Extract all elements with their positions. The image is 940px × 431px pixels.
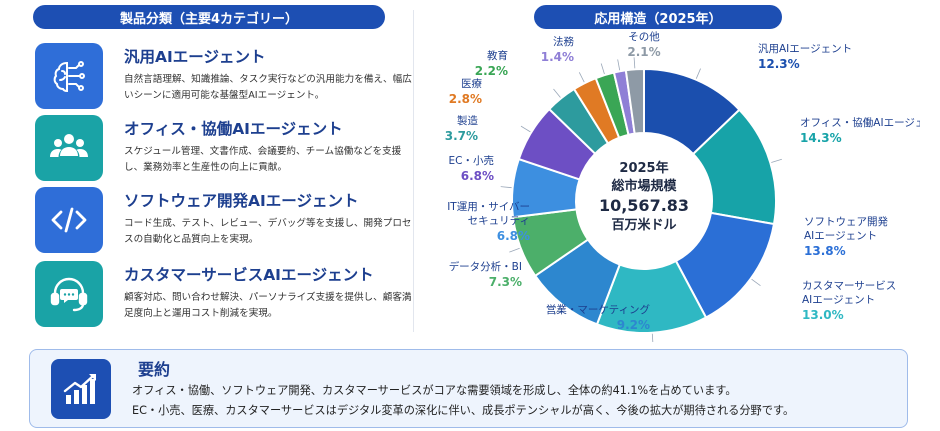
category-description: 自然言語理解、知識推論、タスク実行などの汎用能力を備え、幅広いシーンに適用可能な… bbox=[124, 74, 412, 101]
donut-slice bbox=[624, 67, 645, 135]
summary-line-2: EC・小売、医療、カスタマーサービスはデジタル変革の深化に伴い、成長ポテンシャル… bbox=[132, 404, 795, 417]
leader-line bbox=[500, 186, 512, 189]
leader-line bbox=[520, 125, 531, 133]
slice-label: データ分析・BI bbox=[449, 260, 522, 273]
leader-line bbox=[617, 59, 621, 71]
leader-line bbox=[751, 278, 761, 287]
leader-line bbox=[554, 305, 563, 315]
slice-value-label: 2.8% bbox=[449, 92, 482, 106]
ai-brain-circuit-icon bbox=[35, 43, 103, 109]
center-value: 10,567.83 bbox=[599, 196, 689, 215]
leader-line bbox=[553, 88, 561, 98]
slice-label: EC・小売 bbox=[449, 154, 494, 167]
category-title: 汎用AIエージェント bbox=[124, 48, 266, 66]
slice-label: AIエージェント bbox=[802, 294, 875, 306]
slice-value-label: 6.8% bbox=[497, 229, 530, 243]
category-general-ai: 汎用AIエージェント 自然言語理解、知識推論、タスク実行などの汎用能力を備え、幅… bbox=[35, 43, 420, 109]
slice-value-label: 3.7% bbox=[445, 129, 478, 143]
slice-label: その他 bbox=[628, 30, 660, 43]
leader-line bbox=[578, 72, 585, 83]
leader-line bbox=[600, 63, 605, 75]
slice-label: カスタマーサービス bbox=[802, 280, 896, 292]
slice-value-label: 9.2% bbox=[617, 318, 650, 332]
leader-line bbox=[771, 158, 782, 163]
headset-chat-icon bbox=[35, 261, 103, 327]
leader-line bbox=[509, 247, 520, 253]
slice-label: 教育 bbox=[487, 49, 508, 62]
category-description: スケジュール管理、文書作成、会議要約、チーム協働などを支援し、業務効率と生産性の… bbox=[124, 146, 402, 173]
slice-value-label: 7.3% bbox=[489, 275, 522, 289]
slice-label: 汎用AIエージェント bbox=[758, 42, 852, 55]
slice-label: 医療 bbox=[461, 77, 482, 90]
category-title: オフィス・協働AIエージェント bbox=[124, 120, 343, 138]
slice-label: IT運用・サイバー bbox=[447, 201, 530, 213]
category-description: 顧客対応、問い合わせ解決、パーソナライズ支援を提供し、顧客満足度向上と運用コスト… bbox=[124, 292, 412, 319]
slice-value-label: 6.8% bbox=[461, 169, 494, 183]
slice-label: 製造 bbox=[457, 114, 478, 127]
leader-line bbox=[633, 57, 636, 69]
slice-value-label: 12.3% bbox=[758, 57, 800, 71]
slice-value-label: 1.4% bbox=[541, 50, 574, 64]
application-structure-header: 応用構造（2025年） bbox=[534, 5, 782, 29]
application-structure-donut-chart: 汎用AIエージェント 12.3% オフィス・協働AIエージェント 14.3% ソフトウェ… bbox=[445, 30, 920, 342]
slice-value-label: 2.2% bbox=[475, 64, 508, 78]
slice-label: 営業・マーケティング bbox=[546, 303, 651, 316]
slice-value-label: 13.0% bbox=[802, 308, 844, 322]
category-description: コード生成、テスト、レビュー、デバッグ等を支援し、開発プロセスの自動化と品質向上… bbox=[124, 218, 412, 245]
slice-label: AIエージェント bbox=[804, 230, 877, 242]
growth-chart-icon bbox=[51, 359, 111, 419]
slice-label: オフィス・協働AIエージェント bbox=[800, 116, 920, 129]
category-customer-service-ai: カスタマーサービスAIエージェント 顧客対応、問い合わせ解決、パーソナライズ支援… bbox=[35, 261, 420, 327]
code-brackets-icon bbox=[35, 187, 103, 253]
section-divider bbox=[413, 10, 414, 332]
summary-title: 要約 bbox=[138, 360, 171, 379]
slice-value-label: 2.1% bbox=[627, 45, 660, 59]
product-categories-header: 製品分類（主要4カテゴリー） bbox=[33, 5, 385, 29]
category-title: ソフトウェア開発AIエージェント bbox=[124, 192, 359, 210]
center-label: 総市場規模 bbox=[611, 178, 677, 194]
slice-value-label: 14.3% bbox=[800, 131, 842, 145]
leader-line bbox=[651, 333, 654, 342]
category-title: カスタマーサービスAIエージェント bbox=[124, 266, 374, 284]
leader-line bbox=[695, 68, 701, 79]
team-people-icon bbox=[35, 115, 103, 181]
summary-line-1: オフィス・協働、ソフトウェア開発、カスタマーサービスがコアな需要領域を形成し、全… bbox=[132, 384, 737, 397]
summary-box: 要約 オフィス・協働、ソフトウェア開発、カスタマーサービスがコアな需要領域を形成… bbox=[29, 349, 908, 428]
slice-value-label: 13.8% bbox=[804, 244, 846, 258]
category-software-dev-ai: ソフトウェア開発AIエージェント コード生成、テスト、レビュー、デバッグ等を支援… bbox=[35, 187, 420, 253]
center-unit: 百万米ドル bbox=[611, 217, 676, 233]
slice-label: ソフトウェア開発 bbox=[804, 215, 888, 228]
slice-label: セキュリティ bbox=[468, 215, 530, 227]
slice-label: 法務 bbox=[553, 35, 574, 48]
center-year: 2025年 bbox=[619, 160, 668, 176]
category-office-collab-ai: オフィス・協働AIエージェント スケジュール管理、文書作成、会議要約、チーム協働… bbox=[35, 115, 420, 181]
